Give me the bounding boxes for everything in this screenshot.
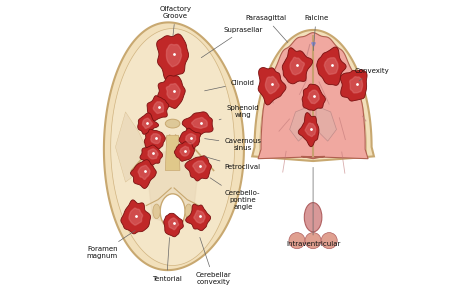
- Polygon shape: [193, 161, 206, 173]
- Text: Convexity: Convexity: [354, 68, 389, 81]
- Polygon shape: [174, 142, 194, 161]
- Ellipse shape: [289, 233, 305, 249]
- Polygon shape: [186, 134, 196, 144]
- Polygon shape: [340, 70, 367, 101]
- Text: Suprasellar: Suprasellar: [201, 27, 263, 58]
- Polygon shape: [130, 160, 156, 188]
- Polygon shape: [191, 118, 207, 128]
- Text: Cerebellar
convexity: Cerebellar convexity: [196, 238, 231, 285]
- Polygon shape: [165, 135, 180, 171]
- Text: Tentorial: Tentorial: [152, 238, 182, 282]
- Polygon shape: [194, 211, 205, 223]
- Polygon shape: [290, 57, 304, 75]
- Polygon shape: [140, 145, 163, 166]
- Ellipse shape: [185, 204, 192, 219]
- Ellipse shape: [304, 203, 322, 232]
- Polygon shape: [144, 129, 165, 150]
- Polygon shape: [129, 208, 143, 225]
- Polygon shape: [138, 113, 158, 134]
- Polygon shape: [308, 90, 319, 103]
- Text: Falcine: Falcine: [304, 15, 328, 51]
- Text: Parasagittal: Parasagittal: [246, 15, 288, 43]
- Polygon shape: [151, 134, 161, 143]
- Polygon shape: [166, 44, 182, 67]
- Polygon shape: [104, 22, 244, 270]
- Polygon shape: [111, 29, 235, 265]
- Polygon shape: [298, 113, 319, 147]
- Polygon shape: [324, 58, 338, 74]
- Text: Cavernous
sinus: Cavernous sinus: [205, 138, 261, 151]
- Polygon shape: [316, 106, 337, 141]
- Polygon shape: [116, 112, 153, 182]
- Polygon shape: [157, 34, 189, 80]
- Polygon shape: [258, 33, 368, 159]
- Ellipse shape: [321, 233, 337, 249]
- Polygon shape: [138, 166, 150, 179]
- Ellipse shape: [160, 194, 185, 229]
- Polygon shape: [148, 149, 158, 159]
- Polygon shape: [164, 213, 183, 237]
- Ellipse shape: [305, 233, 321, 249]
- Polygon shape: [290, 106, 310, 141]
- Polygon shape: [185, 156, 211, 181]
- Text: Foramen
magnum: Foramen magnum: [87, 230, 135, 259]
- Polygon shape: [179, 128, 201, 150]
- Polygon shape: [146, 150, 200, 224]
- Polygon shape: [302, 84, 325, 111]
- Polygon shape: [260, 35, 366, 158]
- Text: Intraventricular: Intraventricular: [286, 167, 340, 247]
- Ellipse shape: [153, 204, 160, 219]
- Polygon shape: [350, 77, 363, 93]
- Polygon shape: [147, 96, 169, 121]
- Polygon shape: [182, 112, 213, 135]
- Polygon shape: [252, 30, 374, 161]
- Polygon shape: [317, 47, 346, 85]
- Polygon shape: [121, 200, 151, 234]
- Polygon shape: [265, 76, 279, 94]
- Text: Clinoid: Clinoid: [205, 80, 255, 91]
- Text: Cerebello-
pontine
angle: Cerebello- pontine angle: [210, 178, 261, 210]
- Polygon shape: [166, 83, 180, 100]
- Text: Petroclival: Petroclival: [205, 156, 261, 171]
- Polygon shape: [282, 48, 312, 84]
- Polygon shape: [258, 68, 286, 105]
- Polygon shape: [180, 146, 190, 156]
- Polygon shape: [153, 102, 164, 113]
- Polygon shape: [158, 76, 185, 108]
- Polygon shape: [143, 118, 152, 128]
- Ellipse shape: [165, 119, 180, 128]
- Text: Olfactory
Groove: Olfactory Groove: [160, 6, 191, 36]
- Polygon shape: [186, 204, 210, 230]
- Polygon shape: [305, 123, 316, 136]
- Polygon shape: [169, 218, 179, 230]
- Text: Sphenoid
wing: Sphenoid wing: [219, 105, 259, 120]
